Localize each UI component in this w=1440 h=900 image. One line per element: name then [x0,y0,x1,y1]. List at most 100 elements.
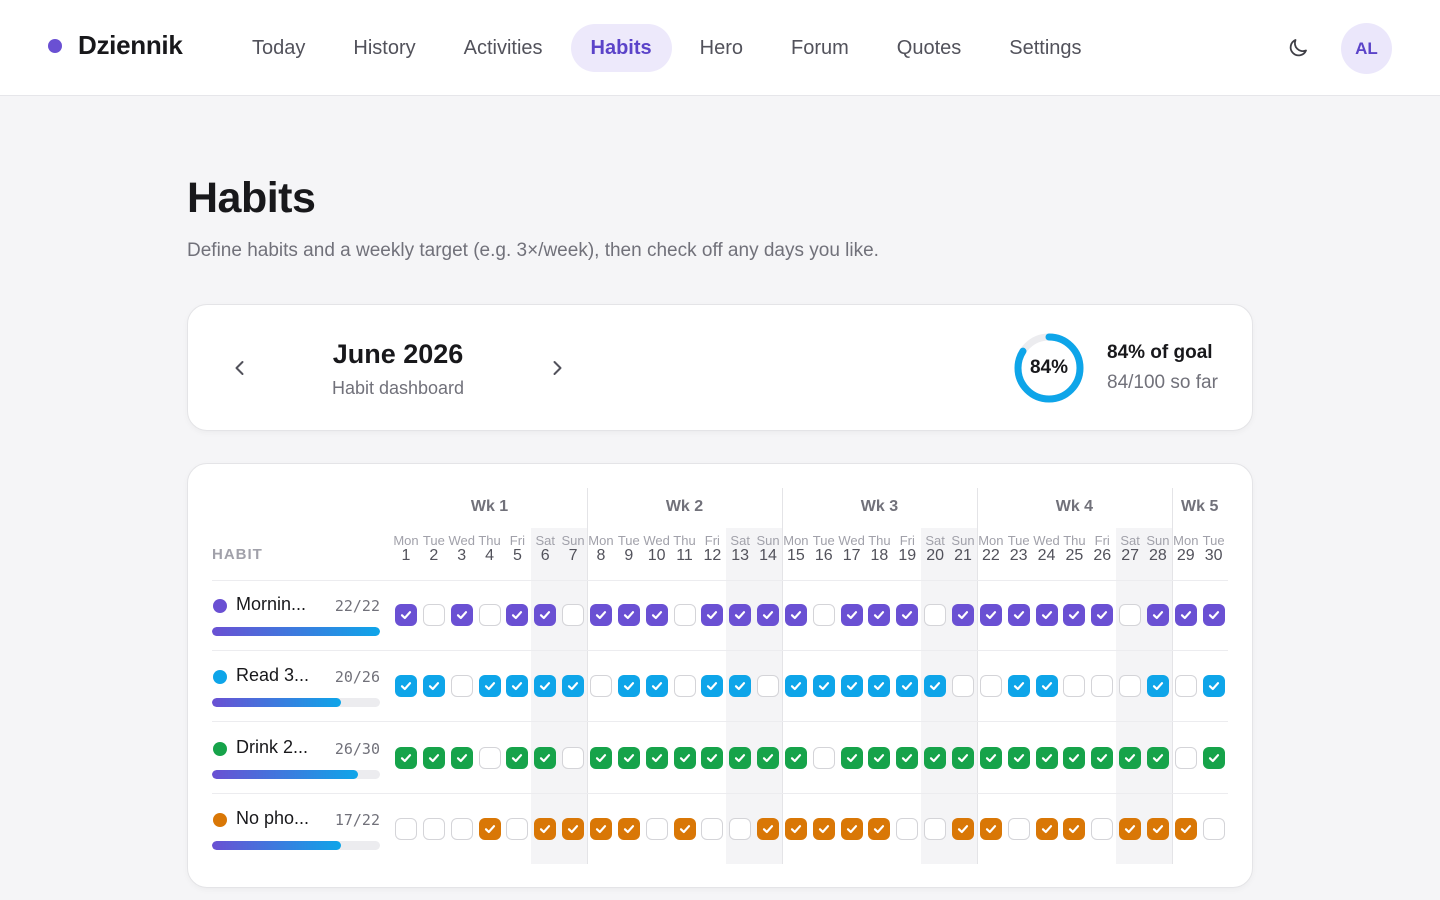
day-checkbox-checked[interactable] [1146,604,1169,626]
habit-name[interactable]: Read 3... [236,665,310,685]
day-checkbox-checked[interactable] [645,604,668,626]
day-checkbox-checked[interactable] [1035,604,1058,626]
day-checkbox-checked[interactable] [506,604,529,626]
day-checkbox-checked[interactable] [1007,747,1030,769]
day-checkbox-checked[interactable] [562,818,585,840]
day-checkbox-checked[interactable] [784,747,807,769]
day-checkbox-checked[interactable] [1063,747,1086,769]
day-checkbox-checked[interactable] [701,675,724,697]
nav-item-settings[interactable]: Settings [1009,36,1082,59]
day-checkbox-checked[interactable] [534,747,557,769]
day-checkbox-checked[interactable] [645,675,668,697]
day-checkbox-unchecked[interactable] [1007,818,1030,840]
habit-name[interactable]: Drink 2... [236,737,309,757]
day-checkbox-checked[interactable] [868,604,891,626]
day-checkbox-checked[interactable] [1174,604,1197,626]
day-checkbox-checked[interactable] [784,675,807,697]
day-checkbox-unchecked[interactable] [952,675,974,697]
day-checkbox-checked[interactable] [729,604,752,626]
day-checkbox-checked[interactable] [617,818,640,840]
day-checkbox-checked[interactable] [1202,675,1225,697]
day-checkbox-checked[interactable] [840,818,863,840]
day-checkbox-checked[interactable] [868,818,891,840]
day-checkbox-checked[interactable] [757,818,780,840]
day-checkbox-unchecked[interactable] [1091,675,1114,697]
day-checkbox-checked[interactable] [673,818,696,840]
habit-name[interactable]: No pho... [236,808,310,828]
day-checkbox-unchecked[interactable] [924,818,947,840]
day-checkbox-checked[interactable] [589,747,612,769]
day-checkbox-checked[interactable] [506,675,529,697]
day-checkbox-checked[interactable] [812,818,835,840]
day-checkbox-unchecked[interactable] [562,604,585,626]
day-checkbox-checked[interactable] [1063,818,1086,840]
day-checkbox-checked[interactable] [395,747,417,769]
nav-item-today[interactable]: Today [252,36,306,59]
day-checkbox-checked[interactable] [617,747,640,769]
day-checkbox-unchecked[interactable] [1202,818,1225,840]
day-checkbox-checked[interactable] [617,675,640,697]
day-checkbox-checked[interactable] [701,747,724,769]
day-checkbox-checked[interactable] [979,747,1002,769]
day-checkbox-checked[interactable] [1035,818,1058,840]
day-checkbox-checked[interactable] [534,675,557,697]
day-checkbox-checked[interactable] [1174,818,1197,840]
day-checkbox-unchecked[interactable] [645,818,668,840]
day-checkbox-unchecked[interactable] [478,747,501,769]
day-checkbox-unchecked[interactable] [812,604,835,626]
day-checkbox-unchecked[interactable] [1174,747,1197,769]
day-checkbox-checked[interactable] [562,675,585,697]
day-checkbox-checked[interactable] [868,675,891,697]
day-checkbox-checked[interactable] [450,604,473,626]
day-checkbox-checked[interactable] [617,604,640,626]
day-checkbox-checked[interactable] [1146,675,1169,697]
day-checkbox-unchecked[interactable] [812,747,835,769]
avatar[interactable]: AL [1341,23,1392,74]
habit-name[interactable]: Mornin... [236,594,307,614]
day-checkbox-checked[interactable] [1202,604,1225,626]
day-checkbox-checked[interactable] [478,818,501,840]
day-checkbox-checked[interactable] [896,747,919,769]
day-checkbox-checked[interactable] [784,818,807,840]
day-checkbox-checked[interactable] [395,675,417,697]
day-checkbox-checked[interactable] [868,747,891,769]
day-checkbox-checked[interactable] [701,604,724,626]
day-checkbox-checked[interactable] [784,604,807,626]
day-checkbox-unchecked[interactable] [478,604,501,626]
day-checkbox-unchecked[interactable] [589,675,612,697]
day-checkbox-checked[interactable] [924,747,947,769]
day-checkbox-checked[interactable] [534,818,557,840]
prev-month-button[interactable] [224,352,256,384]
day-checkbox-unchecked[interactable] [924,604,947,626]
day-checkbox-checked[interactable] [1091,604,1114,626]
day-checkbox-unchecked[interactable] [673,675,696,697]
nav-item-forum[interactable]: Forum [791,36,849,59]
day-checkbox-checked[interactable] [1119,747,1142,769]
nav-item-quotes[interactable]: Quotes [896,36,962,59]
day-checkbox-checked[interactable] [422,747,445,769]
day-checkbox-unchecked[interactable] [450,818,473,840]
day-checkbox-checked[interactable] [896,604,919,626]
day-checkbox-unchecked[interactable] [422,604,445,626]
day-checkbox-checked[interactable] [1007,604,1030,626]
day-checkbox-checked[interactable] [896,675,919,697]
day-checkbox-unchecked[interactable] [757,675,780,697]
day-checkbox-unchecked[interactable] [395,818,417,840]
day-checkbox-checked[interactable] [757,604,780,626]
theme-toggle-button[interactable] [1282,32,1314,64]
nav-item-activities[interactable]: Activities [463,36,543,59]
day-checkbox-checked[interactable] [506,747,529,769]
day-checkbox-unchecked[interactable] [1119,604,1142,626]
day-checkbox-unchecked[interactable] [562,747,585,769]
day-checkbox-unchecked[interactable] [1174,675,1197,697]
day-checkbox-unchecked[interactable] [979,675,1002,697]
day-checkbox-checked[interactable] [534,604,557,626]
day-checkbox-checked[interactable] [1035,747,1058,769]
day-checkbox-checked[interactable] [979,818,1002,840]
day-checkbox-checked[interactable] [812,675,835,697]
day-checkbox-unchecked[interactable] [422,818,445,840]
day-checkbox-checked[interactable] [645,747,668,769]
day-checkbox-checked[interactable] [1146,747,1169,769]
day-checkbox-checked[interactable] [1063,604,1086,626]
day-checkbox-checked[interactable] [589,604,612,626]
